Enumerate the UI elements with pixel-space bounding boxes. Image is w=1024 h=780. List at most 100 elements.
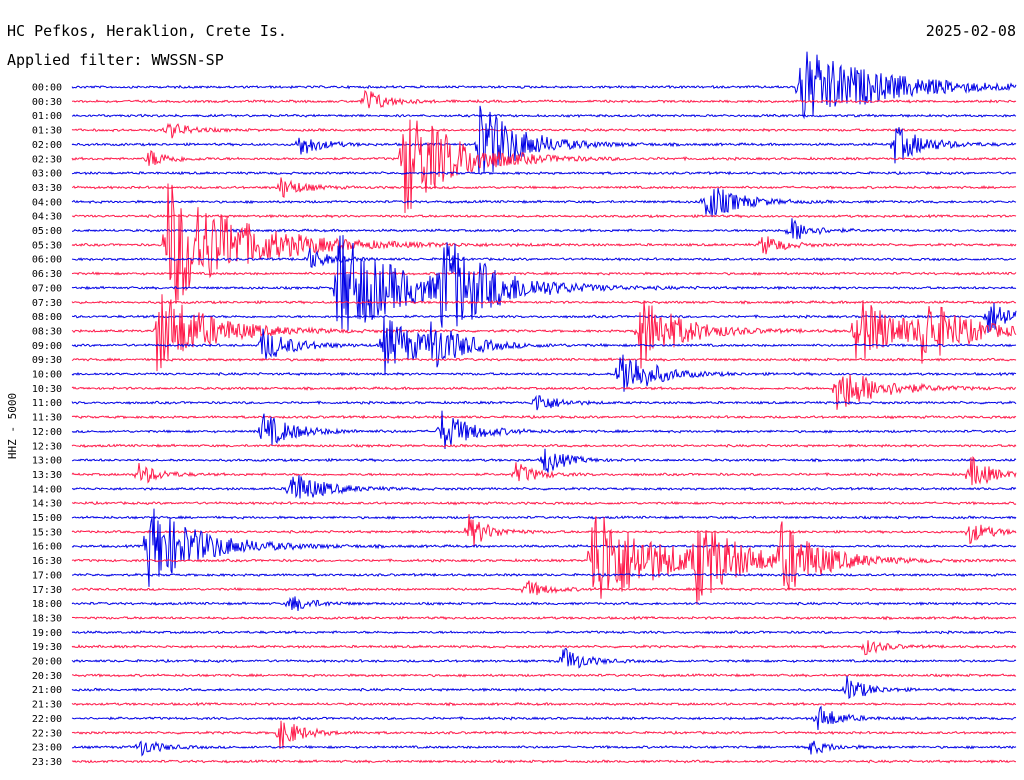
time-tick-label: 17:30 [32,585,62,596]
time-tick-label: 12:30 [32,441,62,452]
trace-line-0500 [72,218,1017,240]
time-tick-label: 15:00 [32,513,62,524]
time-tick-label: 18:30 [32,613,62,624]
trace-line-1630 [71,516,1017,605]
time-tick-labels: 00:00 00:30 01:00 01:30 02:00 02:30 03:00 03:30… [32,83,62,768]
trace-line-1030 [71,374,1017,410]
trace-line-1600 [71,508,1017,587]
time-tick-label: 09:30 [32,355,62,366]
time-tick-label: 08:30 [32,326,62,337]
time-tick-label: 08:00 [32,312,62,323]
trace-line-1300 [71,448,1017,473]
time-tick-label: 09:00 [32,341,62,352]
time-tick-label: 16:30 [32,556,62,567]
time-tick-label: 10:30 [32,384,62,395]
trace-line-0400 [71,187,1017,218]
trace-line-2000 [71,647,1017,669]
filter-label: Applied filter: WWSSN-SP [7,51,224,69]
time-tick-label: 16:00 [32,542,62,553]
trace-line-0730 [71,299,1017,305]
time-tick-label: 14:30 [32,499,62,510]
trace-line-1330 [71,455,1017,486]
trace-line-1230 [71,443,1017,449]
time-tick-label: 01:00 [32,111,62,122]
time-tick-label: 02:00 [32,140,62,151]
time-tick-label: 07:30 [32,298,62,309]
time-tick-label: 01:30 [32,126,62,137]
time-tick-label: 23:00 [32,743,62,754]
time-tick-label: 03:30 [32,183,62,194]
trace-line-0830 [71,294,1017,372]
trace-line-2330 [71,759,1017,764]
time-tick-label: 20:00 [32,657,62,668]
trace-line-1000 [71,354,1017,392]
trace-line-1430 [71,500,1017,506]
trace-line-1800 [71,596,1017,612]
trace-line-1700 [72,572,1017,578]
time-tick-label: 13:30 [32,470,62,481]
time-tick-label: 02:30 [32,154,62,165]
trace-line-1830 [71,615,1017,621]
trace-line-0430 [71,213,1017,219]
trace-line-0130 [71,122,1017,139]
trace-line-2030 [71,672,1017,678]
time-tick-label: 07:00 [32,283,62,294]
y-axis-label: HHZ - 5000 [6,393,19,459]
time-tick-label: 23:30 [32,757,62,768]
time-tick-label: 06:00 [32,255,62,266]
trace-line-0100 [71,113,1017,119]
trace-line-1500 [71,515,1017,520]
time-tick-label: 20:30 [32,671,62,682]
time-tick-label: 18:00 [32,599,62,610]
trace-line-1930 [71,640,1017,656]
time-tick-label: 11:00 [32,398,62,409]
time-tick-label: 00:30 [32,97,62,108]
trace-line-1730 [71,580,1017,596]
seismic-traces [71,51,1017,764]
trace-line-2130 [71,701,1017,707]
trace-line-0700 [71,235,1017,331]
trace-line-2200 [71,705,1017,731]
date-label: 2025-02-08 [926,22,1016,40]
time-tick-label: 22:30 [32,728,62,739]
trace-line-0630 [71,271,1017,276]
time-tick-label: 21:00 [32,685,62,696]
trace-line-0600 [71,247,1017,268]
time-tick-label: 06:30 [32,269,62,280]
time-tick-label: 15:30 [32,527,62,538]
trace-line-1900 [71,629,1017,635]
trace-line-1200 [71,410,1017,450]
trace-line-0800 [71,302,1017,334]
trace-line-0900 [71,315,1017,376]
trace-line-0230 [71,119,1017,214]
trace-line-0530 [71,183,1017,303]
trace-line-2300 [71,740,1017,757]
trace-line-0930 [71,357,1017,362]
time-tick-label: 10:00 [32,370,62,381]
trace-line-1100 [71,395,1017,411]
trace-line-1130 [71,414,1017,420]
time-tick-label: 04:00 [32,197,62,208]
trace-line-2230 [71,720,1017,749]
trace-line-0000 [71,51,1017,120]
time-tick-label: 05:30 [32,240,62,251]
time-tick-label: 11:30 [32,413,62,424]
time-tick-label: 13:00 [32,456,62,467]
trace-line-1530 [71,514,1017,547]
time-tick-label: 14:00 [32,484,62,495]
time-tick-label: 19:30 [32,642,62,653]
time-tick-label: 04:30 [32,212,62,223]
station-title: HC Pefkos, Heraklion, Crete Is. [7,22,287,40]
time-tick-label: 03:00 [32,169,62,180]
trace-line-2100 [71,675,1017,700]
time-tick-label: 22:00 [32,714,62,725]
time-tick-label: 17:00 [32,570,62,581]
time-tick-label: 21:30 [32,700,62,711]
time-tick-label: 19:00 [32,628,62,639]
time-tick-label: 00:00 [32,83,62,94]
trace-line-0330 [71,177,1017,198]
time-tick-label: 12:00 [32,427,62,438]
trace-line-0300 [71,170,1017,176]
time-tick-label: 05:00 [32,226,62,237]
